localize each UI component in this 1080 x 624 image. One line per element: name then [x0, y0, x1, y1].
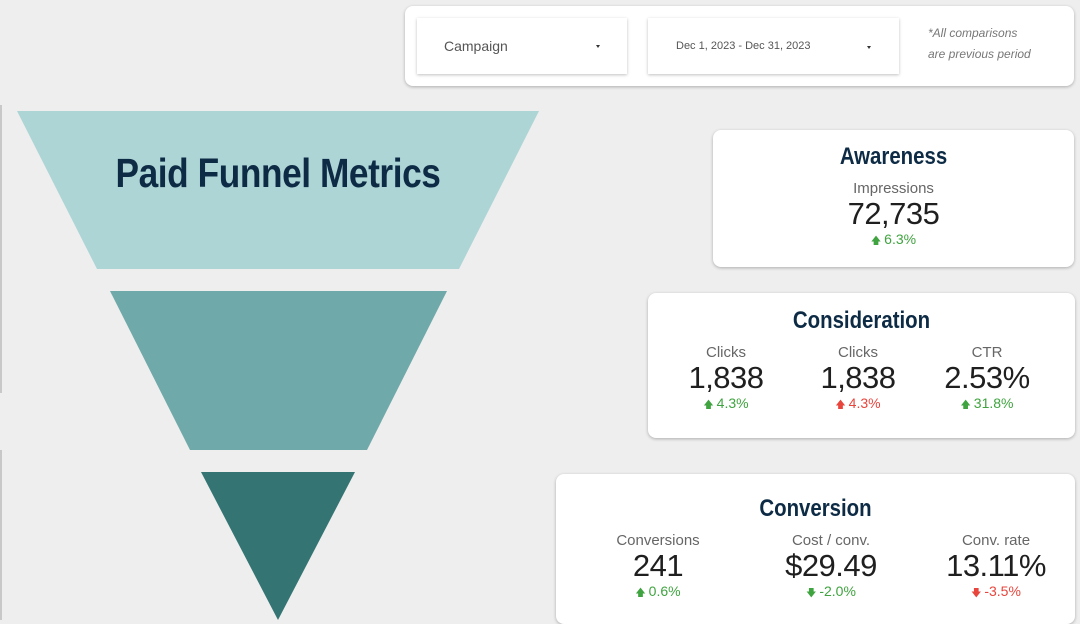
card-title: Consideration [792, 307, 931, 334]
left-border-line [0, 105, 2, 393]
comparison-note-line: *All comparisons [928, 26, 1018, 40]
delta-value: -3.5% [984, 583, 1021, 599]
metric-value: 241 [632, 548, 684, 583]
arrow-up-icon: 🡅 [960, 400, 971, 411]
delta-value: 4.3% [716, 395, 749, 411]
arrow-up-icon: 🡅 [635, 588, 646, 599]
metric-label: Clicks [706, 344, 746, 361]
metric-delta: 🡇 -2.0% [766, 583, 896, 602]
metric-conversions: Conversions 241 🡅 0.6% [598, 532, 718, 602]
delta-value: 6.3% [884, 231, 917, 247]
metric-conversion-rate: Conv. rate 13.11% 🡇 -3.5% [941, 532, 1051, 602]
campaign-dropdown-label: Campaign [444, 38, 508, 54]
arrow-up-icon: 🡅 [835, 400, 846, 411]
page-title: Paid Funnel Metrics [115, 150, 441, 196]
arrow-down-icon: 🡇 [971, 588, 982, 599]
card-title: Conversion [759, 495, 872, 522]
metric-value: 2.53% [944, 360, 1030, 395]
funnel-awareness-stage [17, 111, 539, 269]
metric-label: Impressions [853, 180, 934, 197]
comparison-note-line: are previous period [928, 47, 1031, 61]
metric-delta: 🡅 4.3% [808, 395, 908, 414]
metric-impressions: Impressions 72,735 🡅 6.3% [713, 180, 1074, 250]
metric-value: 72,735 [847, 196, 940, 231]
metric-cost-per-conversion: Cost / conv. $29.49 🡇 -2.0% [766, 532, 896, 602]
awareness-card: Awareness Impressions 72,735 🡅 6.3% [713, 130, 1074, 267]
date-range-label: Dec 1, 2023 - Dec 31, 2023 [676, 40, 811, 52]
metric-clicks-2: Clicks 1,838 🡅 4.3% [808, 344, 908, 414]
funnel-conversion-stage [201, 472, 355, 620]
date-range-dropdown[interactable]: Dec 1, 2023 - Dec 31, 2023 [648, 18, 899, 74]
metric-value: 1,838 [820, 360, 896, 395]
filter-panel: Campaign Dec 1, 2023 - Dec 31, 2023 *All… [405, 6, 1074, 86]
funnel-graphic: Paid Funnel Metrics [17, 111, 539, 620]
metric-label: Cost / conv. [791, 532, 871, 549]
metric-delta: 🡅 4.3% [676, 395, 776, 414]
metric-delta: 🡇 -3.5% [941, 583, 1051, 602]
metric-delta: 🡅 6.3% [713, 231, 1074, 250]
campaign-dropdown[interactable]: Campaign [417, 18, 627, 74]
metric-clicks: Clicks 1,838 🡅 4.3% [676, 344, 776, 414]
conversion-card: Conversion Conversions 241 🡅 0.6% Cost / … [556, 474, 1075, 624]
delta-value: 4.3% [848, 395, 881, 411]
comparison-note: *All comparisons are previous period [928, 23, 1068, 65]
metric-label: Clicks [838, 344, 878, 361]
funnel-shapes [17, 111, 539, 620]
consideration-card: Consideration Clicks 1,838 🡅 4.3% Clicks … [648, 293, 1075, 438]
arrow-up-icon: 🡅 [870, 236, 882, 247]
arrow-up-icon: 🡅 [703, 400, 714, 411]
card-title: Awareness [839, 143, 948, 170]
dropdown-arrow-icon [867, 46, 871, 49]
metric-value: 13.11% [946, 548, 1046, 583]
funnel-consideration-stage [110, 291, 447, 450]
metric-label: Conv. rate [961, 532, 1031, 549]
metric-label: Conversions [616, 532, 700, 549]
metric-value: $29.49 [785, 548, 877, 583]
delta-value: 0.6% [648, 583, 681, 599]
left-border-line [0, 450, 2, 620]
delta-value: -2.0% [819, 583, 856, 599]
metric-label: CTR [971, 344, 1003, 361]
metric-value: 1,838 [688, 360, 764, 395]
metric-delta: 🡅 31.8% [932, 395, 1042, 414]
metric-ctr: CTR 2.53% 🡅 31.8% [932, 344, 1042, 414]
metric-delta: 🡅 0.6% [598, 583, 718, 602]
arrow-down-icon: 🡇 [806, 588, 817, 599]
delta-value: 31.8% [973, 395, 1014, 411]
dropdown-arrow-icon [596, 45, 600, 48]
